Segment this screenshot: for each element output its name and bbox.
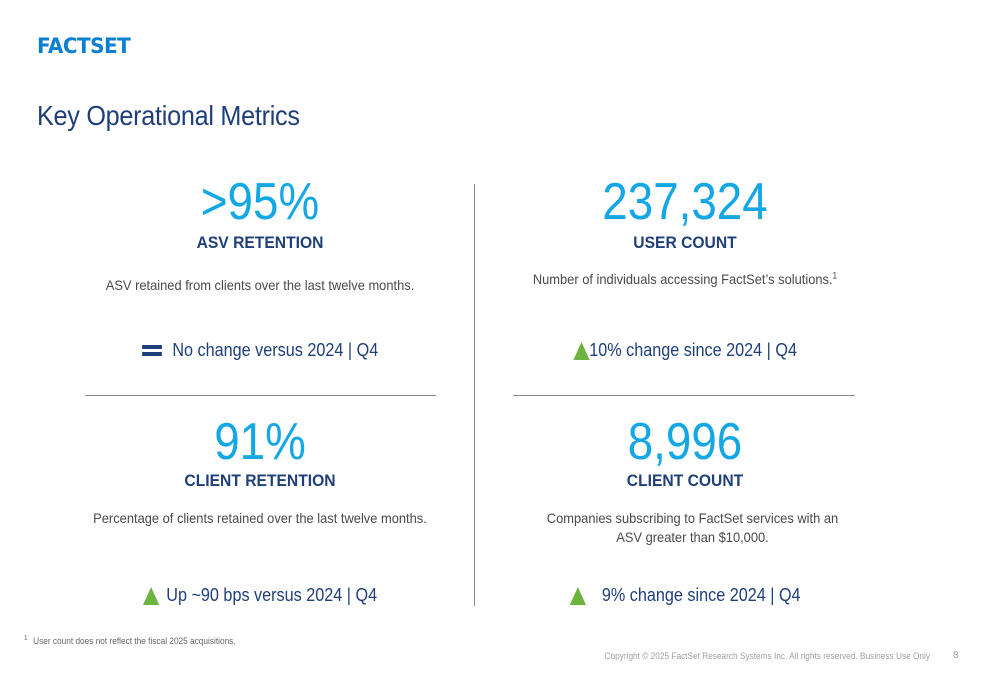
metric-description-line: ASV greater than $10,000. [616, 529, 769, 545]
metric-change-text: 9% change since 2024 | Q4 [601, 585, 801, 605]
factset-logo: FACTSET [37, 34, 131, 58]
up-triangle-icon [573, 341, 590, 360]
page-title: Key Operational Metrics [37, 100, 300, 131]
metric-client-retention: 91% CLIENT RETENTION Percentage of clien… [60, 410, 460, 610]
copyright-notice: Copyright © 2025 FactSet Research System… [604, 651, 930, 661]
metric-change-text: 10% change since 2024 | Q4 [589, 340, 797, 360]
metric-label: CLIENT COUNT [626, 471, 744, 490]
up-triangle-icon [569, 586, 586, 605]
metric-change-text: No change versus 2024 | Q4 [172, 340, 379, 360]
metric-user-count: 237,324 USER COUNT Number of individuals… [485, 170, 885, 380]
metric-description: Percentage of clients retained over the … [93, 510, 427, 526]
metric-asv-retention: >95% ASV RETENTION ASV retained from cli… [60, 170, 460, 380]
footnote: 1 User count does not reflect the fiscal … [24, 635, 236, 646]
metric-value: 237,324 [602, 173, 768, 231]
metric-change: Up ~90 bps versus 2024 | Q4 [80, 585, 440, 606]
metric-description-text: Number of individuals accessing FactSet’… [532, 271, 833, 287]
metric-description: Companies subscribing to FactSet service… [502, 509, 884, 547]
metric-label: USER COUNT [633, 233, 737, 252]
metric-description: Number of individuals accessing FactSet’… [501, 270, 869, 289]
metric-change: 9% change since 2024 | Q4 [505, 585, 865, 606]
center-divider [474, 184, 475, 606]
page-number: 8 [953, 650, 959, 661]
divider-right [513, 395, 855, 396]
metric-change: 10% change since 2024 | Q4 [505, 340, 865, 361]
footnote-marker: 1 [832, 270, 838, 281]
metric-change-text: Up ~90 bps versus 2024 | Q4 [166, 585, 378, 605]
metric-description-line: Companies subscribing to FactSet service… [546, 510, 839, 526]
metric-value: 8,996 [627, 413, 743, 471]
metric-label: ASV RETENTION [196, 233, 324, 252]
metric-description: ASV retained from clients over the last … [105, 277, 415, 293]
metric-value: >95% [200, 173, 320, 231]
footnote-marker: 1 [24, 635, 28, 642]
metric-change: No change versus 2024 | Q4 [80, 340, 440, 361]
up-triangle-icon [142, 586, 160, 605]
metric-value: 91% [214, 413, 306, 471]
metric-client-count: 8,996 CLIENT COUNT Companies subscribing… [485, 410, 900, 610]
equals-icon [141, 344, 162, 357]
metric-label: CLIENT RETENTION [184, 471, 336, 490]
divider-left [85, 395, 436, 396]
footnote-text: User count does not reflect the fiscal 2… [33, 636, 236, 646]
